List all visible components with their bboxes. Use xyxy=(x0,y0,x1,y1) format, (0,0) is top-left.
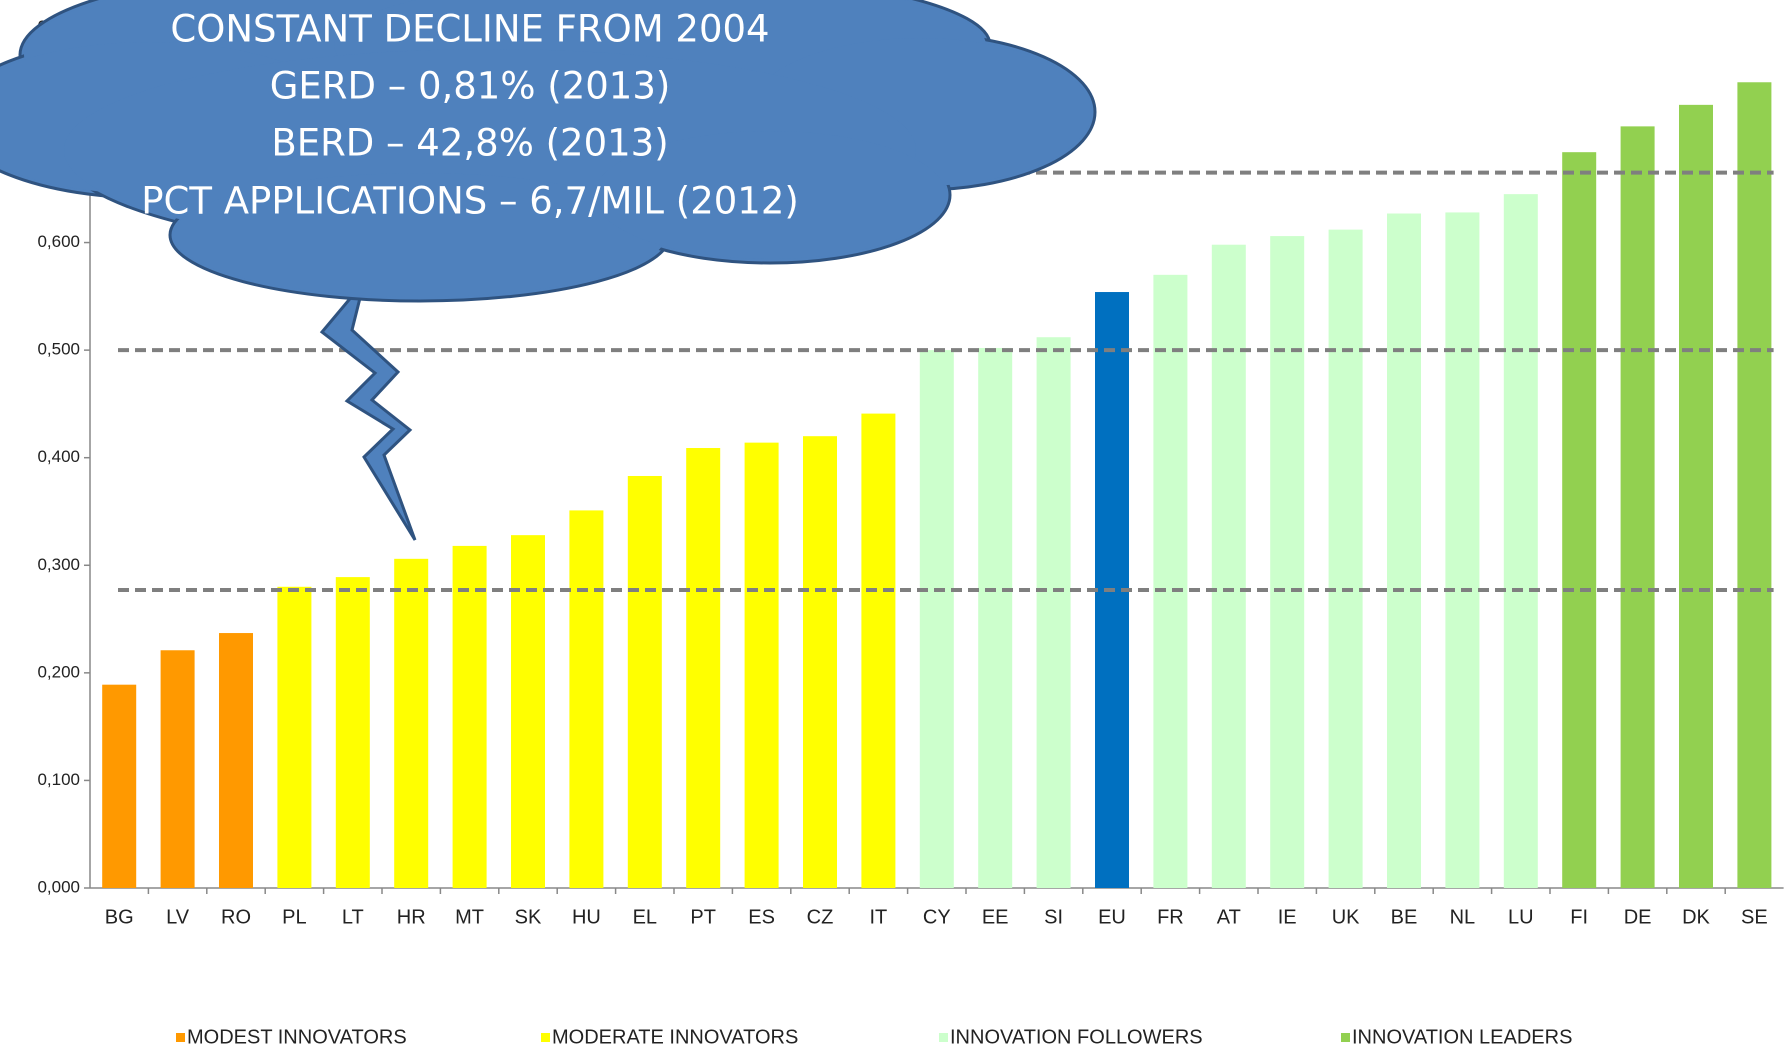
x-tick-label: EE xyxy=(982,906,1009,928)
x-tick-label: EU xyxy=(1098,906,1126,928)
x-tick-label: RO xyxy=(221,906,251,928)
legend-swatch xyxy=(939,1033,948,1042)
y-tick-label: 0,300 xyxy=(37,555,80,574)
y-tick-label: 0,400 xyxy=(37,447,80,466)
x-tick-label: FR xyxy=(1157,906,1184,928)
bar xyxy=(1329,230,1363,888)
bar xyxy=(161,650,195,888)
bar xyxy=(1737,82,1771,888)
x-tick-label: IE xyxy=(1278,906,1297,928)
x-tick-label: DE xyxy=(1624,906,1652,928)
x-tick-label: NL xyxy=(1450,906,1476,928)
page: {"chart_data": { "type": "bar", "categor… xyxy=(0,0,1785,1059)
y-tick-label: 0,000 xyxy=(37,877,80,896)
x-tick-label: LV xyxy=(166,906,190,928)
bar xyxy=(1621,126,1655,888)
x-tick-label: UK xyxy=(1332,906,1360,928)
bar xyxy=(628,476,662,888)
bar xyxy=(1387,214,1421,888)
bar xyxy=(277,587,311,888)
legend-swatch xyxy=(1341,1033,1350,1042)
legend-label: MODERATE INNOVATORS xyxy=(552,1026,798,1048)
bar xyxy=(803,436,837,888)
x-tick-label: SE xyxy=(1741,906,1768,928)
y-tick-label: 0,200 xyxy=(37,662,80,681)
x-tick-label: EL xyxy=(633,906,657,928)
annotation-line: BERD – 42,8% (2013) xyxy=(271,122,668,165)
x-tick-label: MT xyxy=(455,906,484,928)
bar xyxy=(102,685,136,888)
legend-swatch xyxy=(541,1033,550,1042)
annotation-line: GERD – 0,81% (2013) xyxy=(270,65,671,108)
x-tick-label: AT xyxy=(1217,906,1241,928)
bar xyxy=(1270,236,1304,888)
bar xyxy=(1037,337,1071,888)
bar xyxy=(861,414,895,888)
x-tick-label: BE xyxy=(1391,906,1418,928)
annotation-line: CONSTANT DECLINE FROM 2004 xyxy=(170,8,769,51)
y-tick-label: 0,100 xyxy=(37,770,80,789)
bar xyxy=(1153,275,1187,888)
bar xyxy=(686,448,720,888)
bar xyxy=(920,350,954,888)
x-tick-label: ES xyxy=(748,906,775,928)
legend-label: INNOVATION FOLLOWERS xyxy=(950,1026,1203,1048)
x-tick-label: SK xyxy=(515,906,542,928)
x-tick-label: PT xyxy=(690,906,716,928)
x-tick-label: CY xyxy=(923,906,951,928)
x-tick-label: PL xyxy=(282,906,306,928)
legend-label: INNOVATION LEADERS xyxy=(1352,1026,1572,1048)
bar xyxy=(1212,245,1246,888)
x-tick-label: SI xyxy=(1044,906,1063,928)
chart: 0,0000,1000,2000,3000,4000,5000,6000,700… xyxy=(0,0,1785,1059)
x-tick-label: HR xyxy=(397,906,426,928)
bar xyxy=(978,348,1012,888)
bar xyxy=(219,633,253,888)
x-tick-label: LU xyxy=(1508,906,1534,928)
bar xyxy=(745,443,779,888)
y-tick-label: 0,500 xyxy=(37,340,80,359)
annotation-line: PCT APPLICATIONS – 6,7/MIL (2012) xyxy=(141,180,799,223)
x-tick-label: CZ xyxy=(807,906,834,928)
x-tick-label: LT xyxy=(342,906,364,928)
bar xyxy=(569,510,603,888)
bar xyxy=(1504,194,1538,888)
x-tick-label: BG xyxy=(105,906,134,928)
legend-swatch xyxy=(176,1033,185,1042)
bar xyxy=(394,559,428,888)
bar xyxy=(1679,105,1713,888)
bar xyxy=(1562,152,1596,888)
callout-pointer xyxy=(322,282,415,540)
x-tick-label: DK xyxy=(1682,906,1710,928)
bar xyxy=(1445,212,1479,888)
x-tick-label: HU xyxy=(572,906,601,928)
legend-label: MODEST INNOVATORS xyxy=(187,1026,407,1048)
y-tick-label: 0,600 xyxy=(37,232,80,251)
x-tick-label: FI xyxy=(1570,906,1588,928)
bar xyxy=(336,577,370,888)
bar xyxy=(453,546,487,888)
x-tick-label: IT xyxy=(870,906,888,928)
